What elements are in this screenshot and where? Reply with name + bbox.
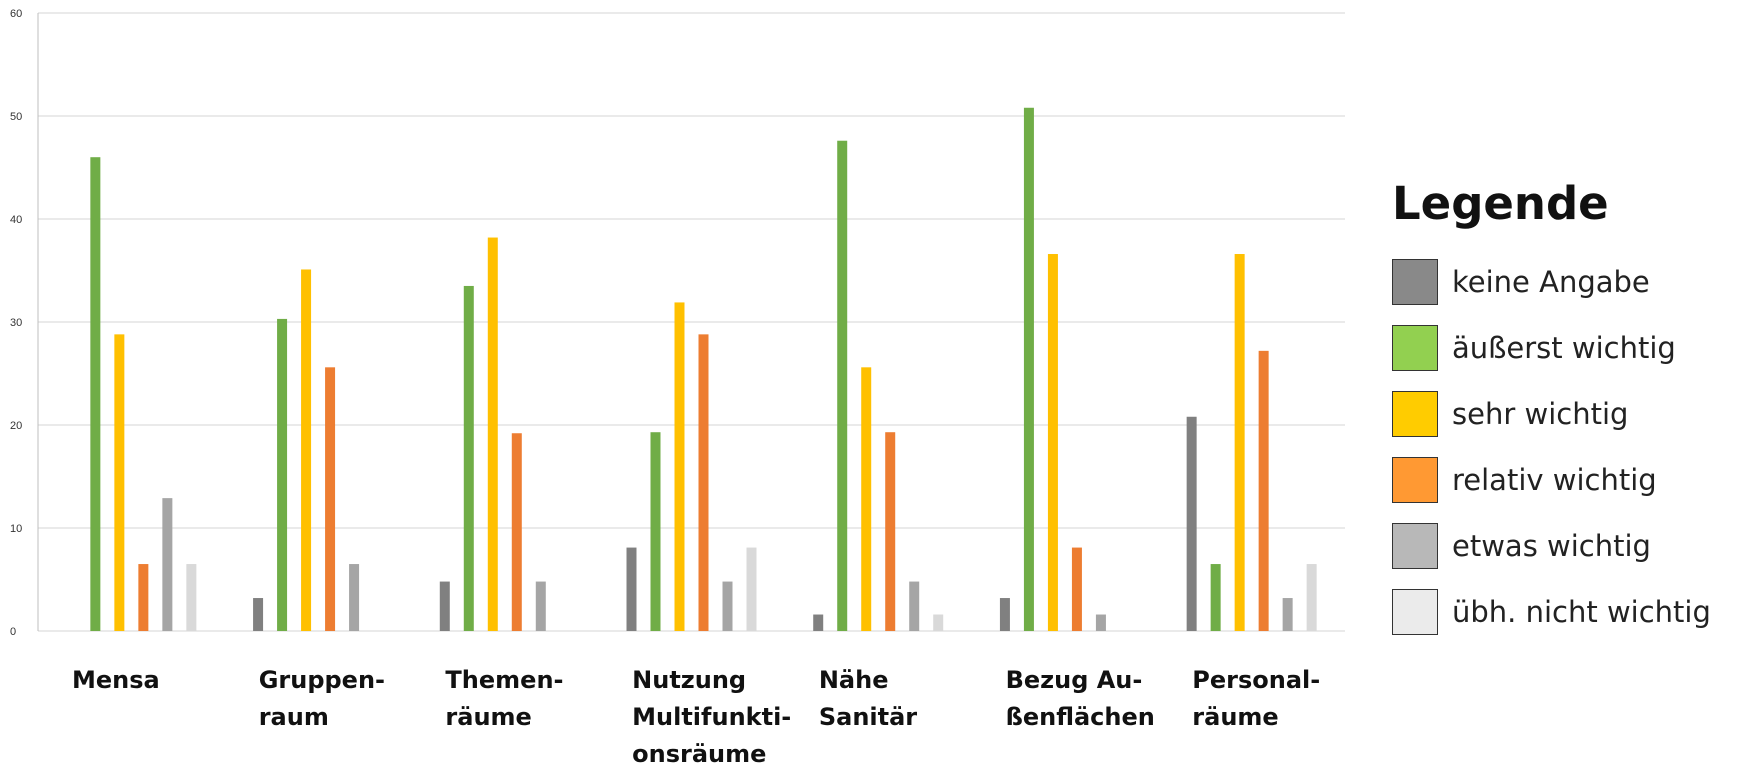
bar (999, 598, 1010, 631)
y-tick-label: 50 (10, 111, 22, 123)
bar (1210, 564, 1221, 631)
bar (253, 598, 264, 631)
legend-label: keine Angabe (1452, 265, 1650, 299)
bar (933, 614, 944, 631)
legend-label: sehr wichtig (1452, 397, 1629, 431)
bar (1306, 564, 1317, 631)
x-category-label: Personal- räume (1192, 666, 1321, 731)
bar (885, 432, 896, 631)
y-tick-label: 60 (10, 8, 22, 20)
bar (138, 564, 149, 631)
bar (535, 581, 546, 631)
bar (1047, 254, 1058, 631)
bar (162, 498, 173, 631)
legend-swatch (1392, 391, 1438, 437)
bar (1071, 547, 1082, 631)
legend-swatch (1392, 523, 1438, 569)
legend-item: äußerst wichtig (1392, 324, 1676, 372)
legend-swatch (1392, 325, 1438, 371)
legend-swatch (1392, 457, 1438, 503)
bar (301, 269, 312, 631)
bar (813, 614, 824, 631)
x-category-label: Nutzung Multifunkti- onsräume (632, 666, 792, 768)
x-category-label: Mensa (72, 666, 160, 694)
bar (698, 334, 709, 631)
legend-swatch (1392, 259, 1438, 305)
bar (114, 334, 125, 631)
bar (1023, 107, 1034, 631)
legend-label: äußerst wichtig (1452, 331, 1676, 365)
legend-swatch (1392, 589, 1438, 635)
bar (90, 157, 101, 631)
bar (626, 547, 637, 631)
x-category-label: Nähe Sanitär (818, 666, 918, 731)
x-category-label: Bezug Au- ßenflächen (1005, 666, 1155, 731)
legend-label: relativ wichtig (1452, 463, 1657, 497)
bar (746, 547, 757, 631)
bar (325, 367, 336, 631)
bar (650, 432, 661, 631)
bar (511, 433, 522, 631)
y-tick-label: 10 (10, 523, 22, 535)
y-tick-label: 0 (10, 626, 16, 638)
y-tick-label: 40 (10, 214, 22, 226)
bar (439, 581, 450, 631)
legend-label: übh. nicht wichtig (1452, 595, 1711, 629)
legend-item: keine Angabe (1392, 258, 1650, 306)
bar (722, 581, 733, 631)
x-category-label: Themen- räume (445, 666, 564, 731)
legend-item: relativ wichtig (1392, 456, 1657, 504)
bar (1234, 254, 1245, 631)
bar (1186, 416, 1197, 631)
bar (837, 140, 848, 631)
legend-title: Legende (1392, 177, 1609, 230)
bar (909, 581, 920, 631)
bar (1258, 350, 1269, 631)
legend-item: übh. nicht wichtig (1392, 588, 1711, 636)
x-category-label: Gruppen- raum (258, 666, 386, 731)
y-tick-label: 20 (10, 420, 22, 432)
bar (487, 237, 498, 632)
bar (1282, 598, 1293, 631)
bar (861, 367, 872, 631)
bar (1095, 614, 1106, 631)
bar (186, 564, 197, 631)
legend-item: etwas wichtig (1392, 522, 1651, 570)
bar (463, 285, 474, 631)
legend-item: sehr wichtig (1392, 390, 1628, 438)
legend-label: etwas wichtig (1452, 529, 1651, 563)
bar (674, 302, 685, 631)
bar (277, 318, 288, 631)
y-tick-label: 30 (10, 317, 22, 329)
bar (349, 564, 360, 631)
